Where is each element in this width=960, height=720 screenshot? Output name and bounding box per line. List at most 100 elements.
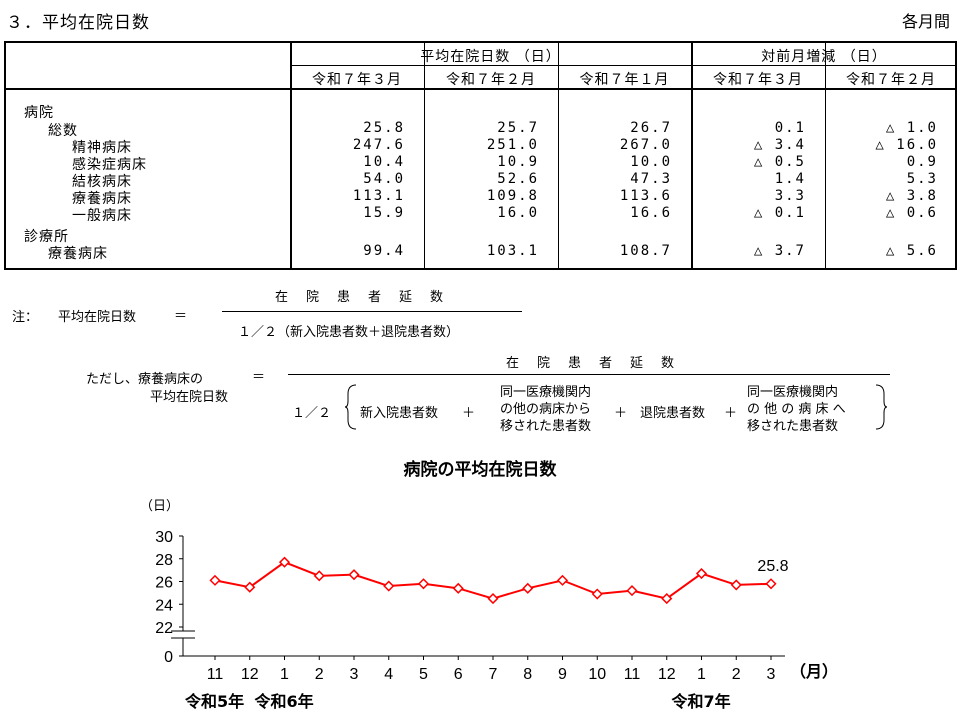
table-cell: 16.6 bbox=[630, 205, 672, 221]
formula1-numerator: 在院患者延数 bbox=[275, 290, 462, 305]
x-tick-label: 10 bbox=[588, 666, 606, 683]
col-header: 令和７年３月 bbox=[312, 72, 402, 88]
formula1-lhs: 平均在院日数 bbox=[58, 310, 137, 325]
year-label: 令和7年 bbox=[671, 692, 731, 711]
year-label: 令和5年 bbox=[184, 692, 244, 711]
data-point bbox=[730, 579, 742, 591]
formula2-term2-line: 移された患者数 bbox=[500, 419, 592, 434]
stats-table: 平均在院日数 （日） 対前月増減 （日） 令和７年３月 令和７年２月 令和７年１… bbox=[4, 41, 957, 270]
table-cell: 109.8 bbox=[486, 188, 539, 204]
axis-break-gap bbox=[171, 631, 195, 638]
y-unit-label: （日） bbox=[140, 499, 179, 514]
x-tick-label: 2 bbox=[315, 666, 324, 683]
table-cell: 108.7 bbox=[619, 243, 672, 259]
row-label: 療養病床 bbox=[72, 191, 132, 207]
x-tick-label: 12 bbox=[658, 666, 676, 683]
y-tick-label: 26 bbox=[155, 575, 173, 592]
formula2-lhs-line2: 平均在院日数 bbox=[150, 390, 229, 405]
table-cell: 267.0 bbox=[619, 137, 672, 153]
formula2-lhs-line1: ただし、療養病床の bbox=[86, 372, 204, 387]
y-tick-label: 24 bbox=[155, 597, 173, 614]
table-cell: 251.0 bbox=[486, 137, 539, 153]
table-divider bbox=[558, 43, 559, 268]
formula2-term2-line: の他の病床から bbox=[500, 402, 592, 417]
x-tick-label: 8 bbox=[523, 666, 532, 683]
data-point bbox=[209, 574, 221, 586]
table-cell: 1.4 bbox=[774, 171, 806, 187]
y-tick-label: 30 bbox=[155, 529, 173, 546]
table-cell: 25.7 bbox=[497, 120, 539, 136]
table-cell: 113.6 bbox=[619, 188, 672, 204]
formula2-plus: ＋ bbox=[462, 406, 476, 421]
formula2-term4-line: 移された患者数 bbox=[747, 419, 839, 434]
left-brace-icon bbox=[344, 384, 357, 430]
table-cell: 10.9 bbox=[497, 154, 539, 170]
x-tick-label: 3 bbox=[767, 666, 776, 683]
formula1-denominator: １／２（新入院患者数＋退院患者数） bbox=[238, 325, 460, 340]
data-point bbox=[626, 585, 638, 597]
x-tick-label: 6 bbox=[454, 666, 463, 683]
x-tick-label: 11 bbox=[624, 666, 641, 683]
table-cell: 25.8 bbox=[363, 120, 405, 136]
formula2-plus: ＋ bbox=[724, 406, 738, 421]
col-header: 令和７年３月 bbox=[713, 72, 803, 88]
table-cell: 10.4 bbox=[363, 154, 405, 170]
table-cell: 113.1 bbox=[352, 188, 405, 204]
table-cell: 99.4 bbox=[363, 243, 405, 259]
table-divider bbox=[691, 43, 693, 268]
row-label: 感染症病床 bbox=[72, 157, 147, 173]
right-brace-icon bbox=[875, 384, 888, 430]
formula2-fraction-bar bbox=[288, 374, 890, 375]
x-tick-label: 12 bbox=[241, 666, 259, 683]
formula2-term4-line: の 他 の 病 床 へ bbox=[747, 402, 846, 417]
x-tick-label: 1 bbox=[280, 666, 289, 683]
x-tick-label: 5 bbox=[419, 666, 428, 683]
data-point bbox=[765, 578, 777, 590]
x-tick-label: 7 bbox=[489, 666, 498, 683]
col-header: 令和７年２月 bbox=[446, 72, 536, 88]
formula2-term4-line: 同一医療機関内 bbox=[747, 385, 839, 400]
formula2-term2: 同一医療機関内 の他の病床から 移された患者数 bbox=[500, 384, 591, 435]
table-cell: 103.1 bbox=[486, 243, 539, 259]
table-divider bbox=[290, 65, 955, 66]
formula2-numerator: 在院患者延数 bbox=[506, 356, 693, 371]
row-label: 総数 bbox=[48, 123, 78, 139]
x-tick-label: 3 bbox=[350, 666, 359, 683]
data-point bbox=[278, 556, 291, 568]
col-header: 令和７年２月 bbox=[846, 72, 936, 88]
period-label: 各月間 bbox=[901, 12, 950, 31]
data-point bbox=[313, 570, 325, 582]
formula1-fraction-bar bbox=[222, 311, 522, 312]
data-label: 25.8 bbox=[757, 558, 788, 575]
table-cell: △ 3.4 bbox=[753, 137, 806, 153]
table-cell: △ 0.5 bbox=[753, 154, 806, 170]
data-point bbox=[661, 593, 673, 605]
table-cell: 0.1 bbox=[774, 120, 806, 136]
data-point bbox=[383, 580, 395, 592]
table-cell: 47.3 bbox=[630, 171, 672, 187]
row-label: 病院 bbox=[24, 105, 54, 121]
table-cell: 3.3 bbox=[774, 188, 806, 204]
x-tick-label: 11 bbox=[207, 666, 224, 683]
col-header: 令和７年１月 bbox=[579, 72, 670, 88]
table-cell: 247.6 bbox=[352, 137, 405, 153]
formula2-plus: ＋ bbox=[614, 406, 628, 421]
data-point bbox=[452, 582, 464, 594]
table-cell: 26.7 bbox=[630, 120, 672, 136]
table-cell: △ 1.0 bbox=[885, 120, 938, 136]
row-label: 結核病床 bbox=[72, 174, 132, 190]
header-change: 対前月増減 （日） bbox=[761, 49, 887, 65]
note-label: 注： bbox=[12, 310, 39, 325]
x-tick-label: 9 bbox=[558, 666, 567, 683]
x-tick-label: 4 bbox=[384, 666, 393, 683]
formula2-half: １／２ bbox=[292, 406, 332, 421]
table-cell: 10.0 bbox=[630, 154, 672, 170]
row-label: 精神病床 bbox=[72, 140, 132, 156]
data-point bbox=[556, 574, 569, 586]
section-title: ３．平均在院日数 bbox=[6, 13, 150, 33]
formula1-equals: ＝ bbox=[174, 309, 188, 324]
x-tick-label: 1 bbox=[697, 666, 706, 683]
table-divider bbox=[290, 43, 292, 268]
data-point bbox=[522, 582, 534, 594]
